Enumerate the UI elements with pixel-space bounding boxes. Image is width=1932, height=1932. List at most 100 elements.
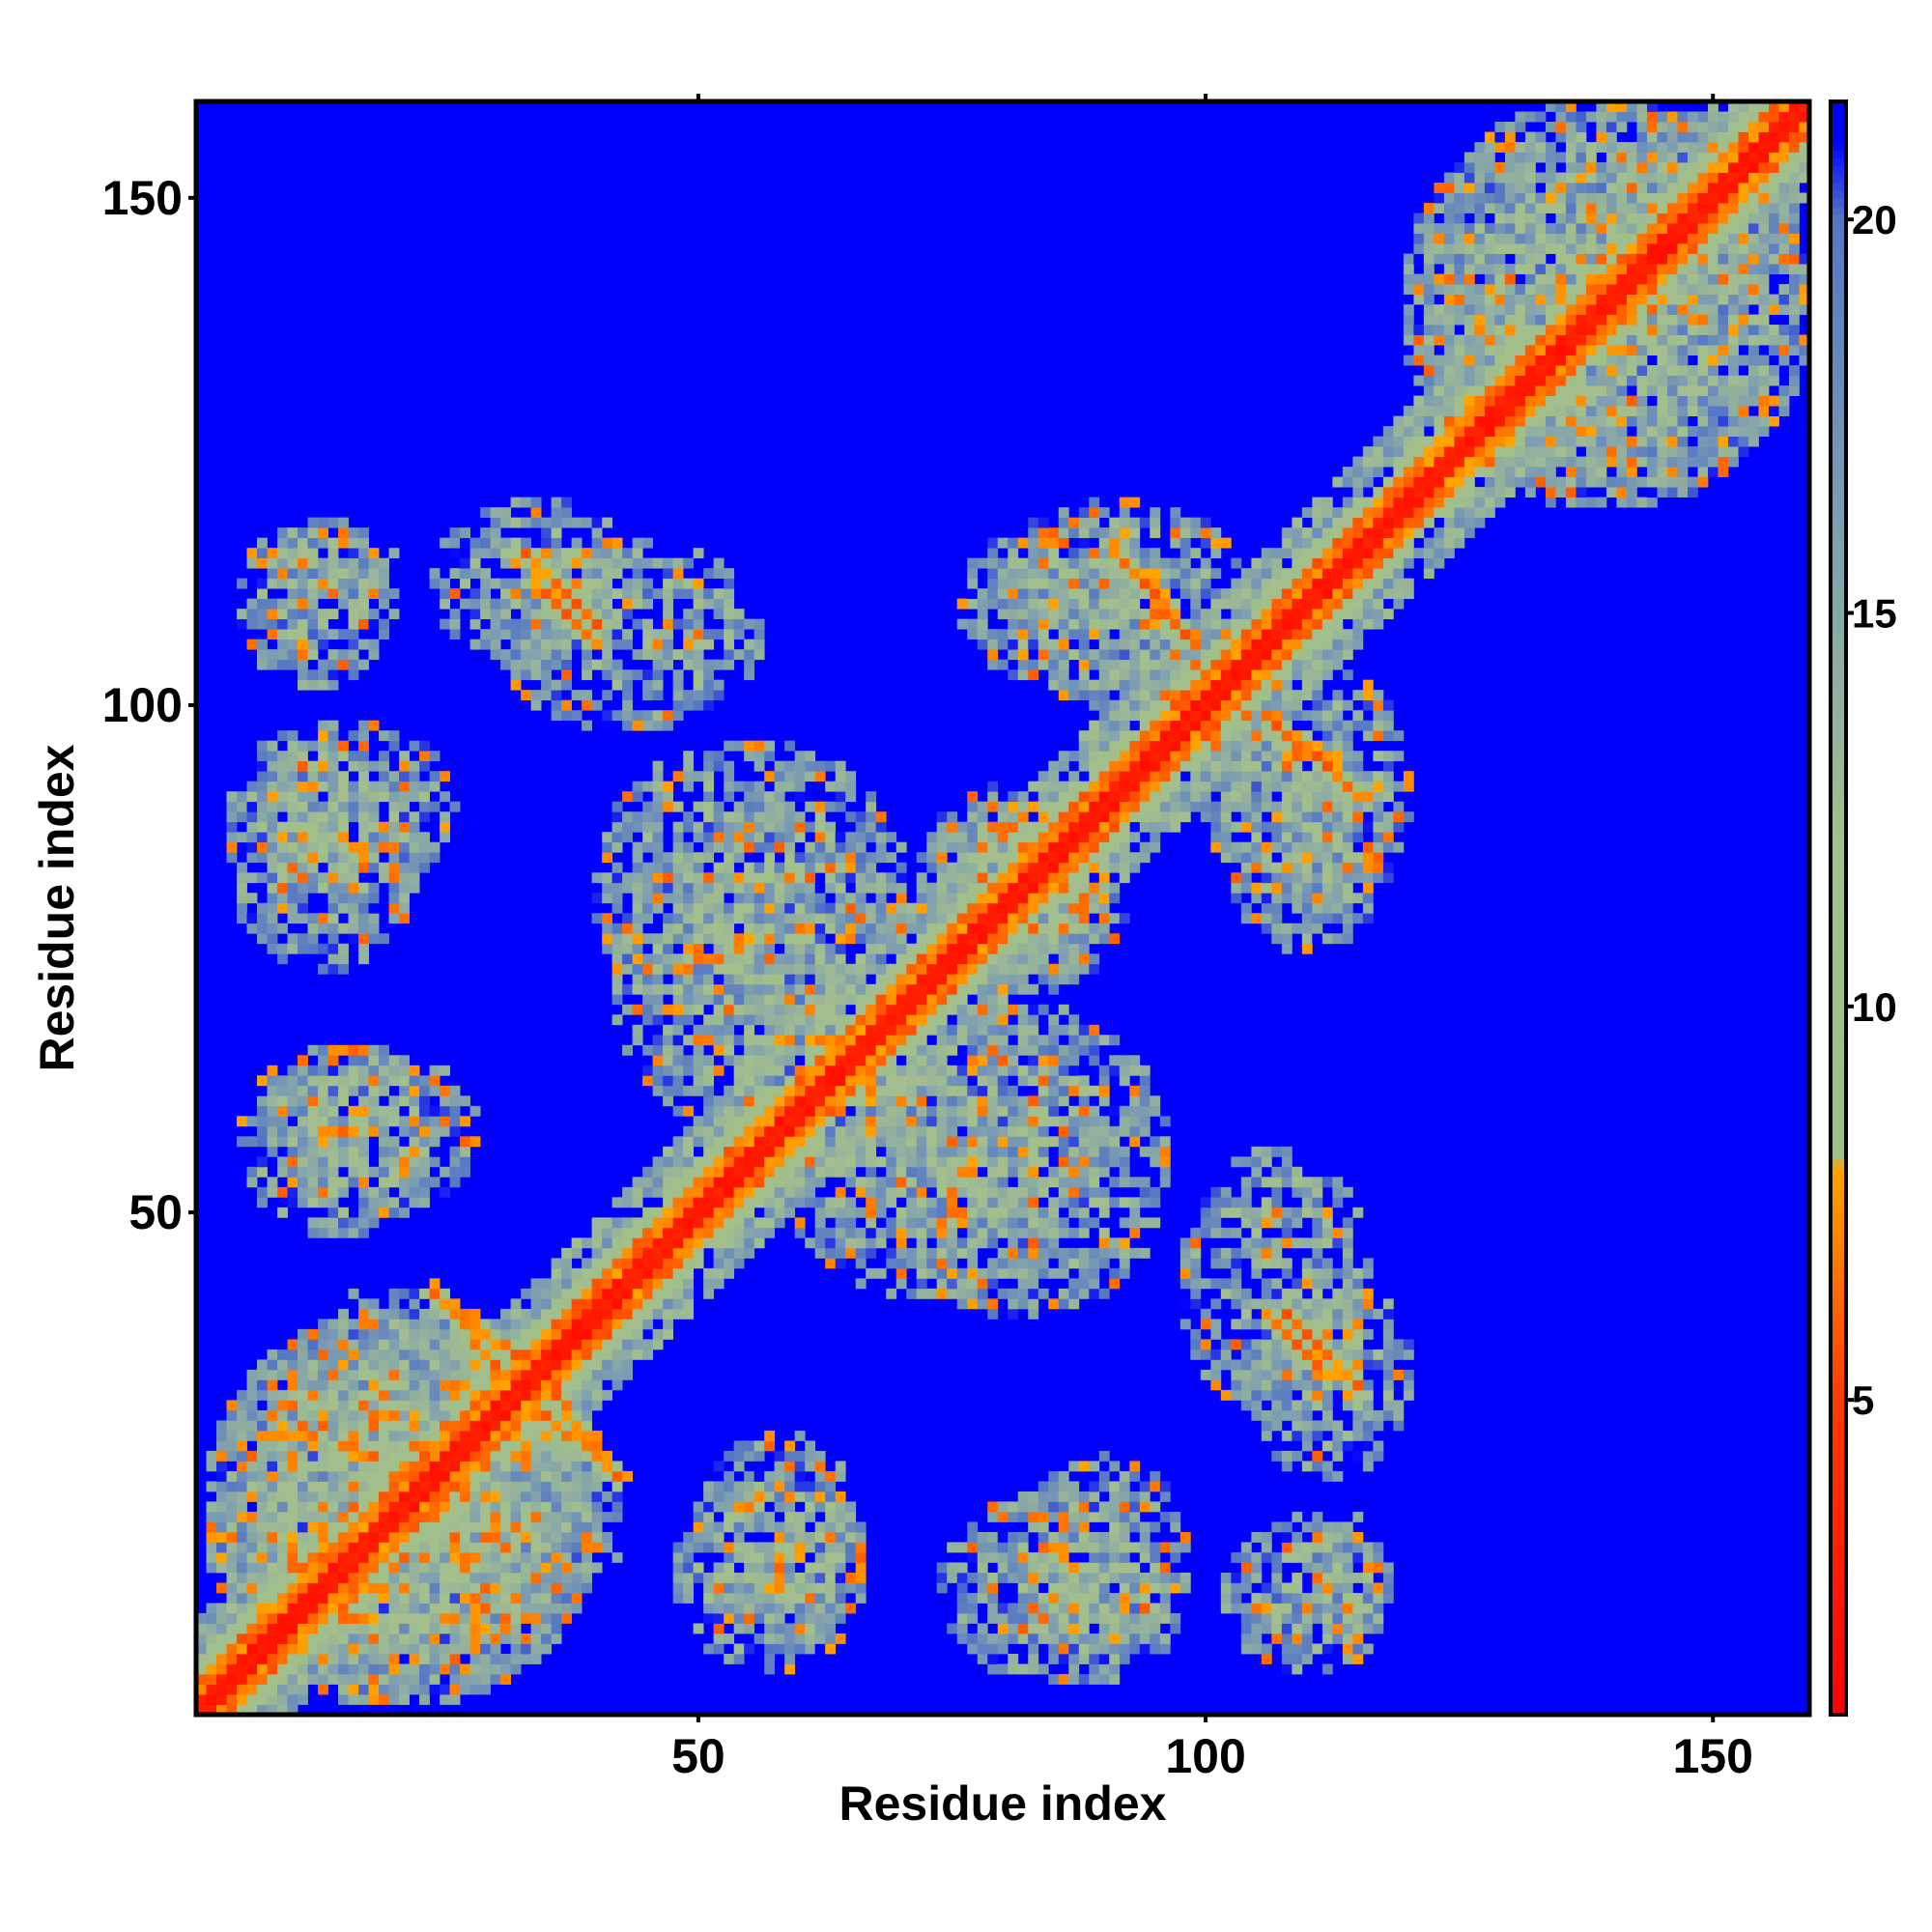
heatmap-cell (764, 1136, 776, 1148)
heatmap-cell (267, 1095, 278, 1107)
heatmap-cell (287, 659, 298, 670)
heatmap-cell (298, 1623, 308, 1634)
heatmap-cell (825, 1085, 837, 1096)
heatmap-cell (683, 588, 695, 600)
heatmap-cell (348, 1633, 359, 1644)
heatmap-cell (379, 1501, 389, 1513)
heatmap-cell (551, 1420, 562, 1432)
heatmap-cell (886, 1258, 897, 1269)
heatmap-cell (663, 953, 674, 965)
heatmap-cell (916, 882, 927, 894)
heatmap-cell (460, 1116, 470, 1127)
heatmap-cell (611, 1470, 623, 1482)
heatmap-cell (713, 1542, 724, 1553)
heatmap-cell (774, 1125, 785, 1137)
heatmap-cell (419, 1308, 430, 1320)
heatmap-cell (926, 1014, 938, 1026)
heatmap-cell (582, 598, 593, 610)
heatmap-cell (409, 1481, 420, 1492)
heatmap-cell (298, 1065, 308, 1076)
heatmap-cell (825, 1551, 837, 1563)
heatmap-cell (693, 649, 704, 661)
heatmap-cell (348, 1177, 359, 1188)
heatmap-cell (246, 781, 258, 792)
heatmap-cell (307, 1349, 319, 1360)
heatmap-cell (338, 1339, 349, 1350)
heatmap-cell (895, 862, 907, 873)
heatmap-cell (916, 963, 927, 975)
heatmap-cell (571, 1267, 582, 1279)
heatmap-cell (582, 1521, 593, 1533)
heatmap-cell (257, 649, 268, 661)
heatmap-cell (379, 1136, 389, 1148)
heatmap-cell (551, 1379, 562, 1391)
heatmap-cell (956, 862, 968, 873)
heatmap-cell (338, 1603, 349, 1614)
heatmap-cell (246, 1592, 258, 1604)
heatmap-cell (277, 609, 288, 620)
heatmap-cell (226, 1562, 238, 1574)
heatmap-cell (784, 1125, 796, 1137)
heatmap-cell (338, 1612, 349, 1624)
heatmap-cell (814, 1521, 826, 1533)
heatmap-cell (642, 1288, 654, 1299)
heatmap-cell (571, 1491, 582, 1502)
heatmap-cell (733, 629, 745, 640)
heatmap-cell (753, 923, 765, 934)
heatmap-cell (318, 1603, 328, 1614)
heatmap-cell (875, 1197, 887, 1208)
heatmap-cell (216, 1481, 227, 1492)
heatmap-cell (409, 1328, 420, 1340)
heatmap-cell (318, 720, 328, 731)
heatmap-cell (602, 710, 613, 722)
heatmap-cell (246, 832, 258, 843)
heatmap-cell (866, 1105, 877, 1117)
heatmap-cell (307, 1227, 319, 1238)
heatmap-cell (318, 1217, 328, 1229)
heatmap-cell (956, 1298, 968, 1310)
heatmap-cell (1028, 588, 1039, 600)
heatmap-cell (753, 963, 765, 975)
heatmap-cell (379, 1643, 389, 1655)
heatmap-cell (327, 913, 339, 924)
heatmap-cell (693, 771, 704, 782)
heatmap-cell (267, 609, 278, 620)
heatmap-cell (257, 913, 268, 924)
heatmap-cell (480, 1633, 491, 1644)
heatmap-cell (622, 1267, 634, 1279)
heatmap-cell (703, 974, 715, 985)
heatmap-cell (724, 1207, 735, 1218)
heatmap-cell (490, 1592, 501, 1604)
heatmap-cell (683, 1551, 695, 1563)
heatmap-cell (622, 1044, 634, 1056)
heatmap-cell (936, 1146, 948, 1157)
heatmap-cell (500, 1339, 511, 1350)
heatmap-cell (632, 618, 643, 630)
heatmap-cell (1008, 1136, 1019, 1148)
heatmap-cell (784, 882, 796, 894)
heatmap-cell (490, 527, 501, 539)
heatmap-cell (246, 1511, 258, 1522)
heatmap-cell (490, 1349, 501, 1360)
heatmap-cell (338, 1379, 349, 1391)
heatmap-cell (449, 1511, 461, 1522)
heatmap-cell (521, 588, 531, 600)
heatmap-cell (774, 1095, 785, 1107)
heatmap-cell (246, 1663, 258, 1675)
heatmap-cell (1028, 1633, 1039, 1644)
heatmap-cell (1008, 791, 1019, 803)
heatmap-cell (744, 669, 755, 681)
heatmap-cell (500, 609, 511, 620)
heatmap-cell (622, 1258, 634, 1269)
heatmap-cell (947, 1004, 958, 1015)
heatmap-cell (388, 1379, 400, 1391)
heatmap-cell (967, 1278, 979, 1290)
heatmap-cell (348, 730, 359, 742)
heatmap-cell (987, 1612, 999, 1624)
heatmap-cell (794, 852, 806, 864)
heatmap-cell (379, 618, 389, 630)
heatmap-cell (753, 639, 765, 650)
heatmap-cell (805, 760, 816, 772)
heatmap-cell (784, 893, 796, 904)
heatmap-cell (429, 1105, 440, 1117)
